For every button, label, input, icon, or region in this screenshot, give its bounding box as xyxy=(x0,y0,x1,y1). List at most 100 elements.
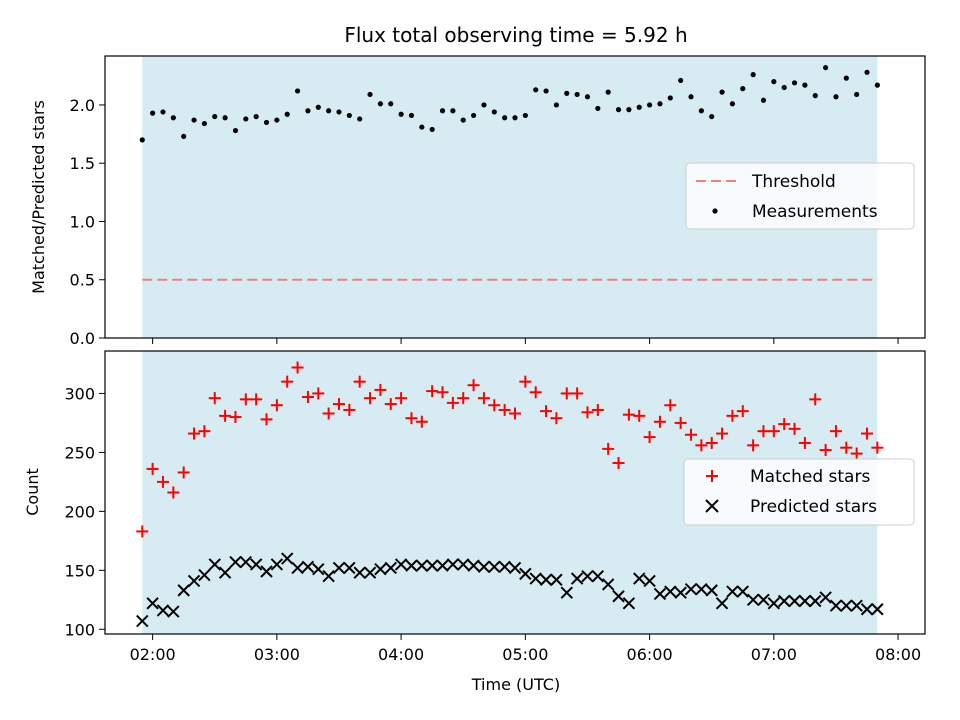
matched-stars-point xyxy=(591,403,604,416)
ratio-legend: Threshold Measurements xyxy=(685,162,915,230)
matched-stars-point xyxy=(384,398,397,411)
measurement-point xyxy=(222,115,228,121)
matched-stars-point xyxy=(415,415,428,428)
measurement-point xyxy=(419,124,425,130)
x-tick-label: 07:00 xyxy=(751,645,797,664)
counts-markers xyxy=(136,361,884,628)
predicted-stars-point xyxy=(384,561,397,575)
measurement-point xyxy=(729,101,736,107)
measurement-point xyxy=(812,93,818,99)
measurement-point xyxy=(760,97,767,103)
legend-measurements-swatch xyxy=(712,208,718,214)
predicted-stars-point xyxy=(136,614,149,628)
measurement-point xyxy=(481,102,487,108)
matched-stars-point xyxy=(653,415,666,428)
measurement-point xyxy=(408,112,415,119)
matched-stars-point xyxy=(395,392,408,405)
matched-stars-point xyxy=(250,393,263,406)
measurement-point xyxy=(698,108,704,114)
matched-stars-point xyxy=(778,418,791,431)
matched-stars-point xyxy=(167,486,180,499)
matched-stars-point xyxy=(529,386,542,399)
matched-stars-point xyxy=(146,462,159,475)
measurement-point xyxy=(626,107,632,113)
predicted-stars-point xyxy=(312,562,325,576)
predicted-stars-point xyxy=(736,585,749,598)
matched-stars-point xyxy=(819,444,832,457)
measurement-point xyxy=(284,111,290,117)
measurement-point xyxy=(191,117,197,123)
predicted-stars-point xyxy=(684,582,698,596)
counts-legend-box xyxy=(683,458,915,526)
predicted-stars-point xyxy=(757,593,770,607)
ratio-markers xyxy=(139,65,880,143)
matched-stars-point xyxy=(136,525,149,538)
predicted-stars-point xyxy=(332,561,346,575)
predicted-stars-point xyxy=(167,605,180,618)
predicted-stars-point xyxy=(819,591,832,604)
predicted-stars-point xyxy=(239,555,253,569)
measurement-point xyxy=(263,119,270,126)
predicted-stars-point xyxy=(664,585,677,598)
measurement-point xyxy=(864,69,870,75)
predicted-stars-point xyxy=(291,561,304,575)
measurement-point xyxy=(439,108,446,114)
counts-legend: Matched stars Predicted stars xyxy=(683,458,915,526)
predicted-stars-point xyxy=(198,568,211,582)
matched-stars-point xyxy=(457,392,470,405)
measurement-point xyxy=(470,112,477,119)
predicted-stars-point xyxy=(343,561,356,575)
matched-stars-point xyxy=(270,399,283,412)
y-tick-label: 250 xyxy=(64,443,95,462)
measurement-point xyxy=(874,82,880,88)
measurement-point xyxy=(791,80,798,86)
matched-stars-point xyxy=(757,425,770,438)
legend-threshold-label: Threshold xyxy=(751,172,836,192)
measurement-point xyxy=(450,108,456,114)
predicted-stars-point xyxy=(674,586,687,599)
predicted-stars-point xyxy=(270,558,284,571)
matched-stars-point xyxy=(736,405,749,418)
matched-stars-point xyxy=(861,427,874,440)
predicted-stars-point xyxy=(840,599,853,612)
predicted-stars-point xyxy=(508,561,522,575)
y-tick-label: 0.0 xyxy=(70,329,95,348)
matched-stars-point xyxy=(695,439,708,452)
measurement-point xyxy=(294,88,301,94)
measurement-point xyxy=(460,117,466,123)
predicted-stars-point xyxy=(705,584,718,597)
measurement-point xyxy=(709,113,715,120)
measurement-point xyxy=(398,111,404,117)
measurement-point xyxy=(139,137,145,143)
predicted-stars-point xyxy=(871,603,884,616)
measurement-point xyxy=(802,82,808,88)
measurement-point xyxy=(253,113,259,120)
matched-stars-point xyxy=(612,457,625,470)
measurement-point xyxy=(243,116,249,122)
matched-stars-point xyxy=(571,387,584,400)
predicted-stars-point xyxy=(405,559,418,572)
predicted-stars-point xyxy=(746,593,760,607)
measurement-point xyxy=(367,91,373,98)
measurement-point xyxy=(150,110,156,116)
measurement-point xyxy=(491,109,497,115)
measurement-point xyxy=(429,126,435,133)
measurement-point xyxy=(336,109,342,115)
predicted-stars-point xyxy=(208,558,221,571)
matched-stars-point xyxy=(509,407,521,420)
predicted-stars-point xyxy=(767,597,781,610)
measurement-point xyxy=(719,89,725,95)
measurement-point xyxy=(181,133,187,140)
x-axis-label: Time (UTC) xyxy=(471,675,560,694)
counts-y-axis: 100 150 200 250 300 xyxy=(64,384,105,639)
predicted-stars-point xyxy=(229,555,242,569)
matched-stars-point xyxy=(633,409,646,422)
predicted-stars-point xyxy=(612,590,625,603)
matched-stars-point xyxy=(219,409,232,422)
legend-predicted-label: Predicted stars xyxy=(750,497,877,517)
measurement-point xyxy=(232,127,239,134)
measurement-point xyxy=(170,115,176,121)
predicted-stars-point xyxy=(643,574,656,588)
predicted-stars-point xyxy=(695,582,708,596)
predicted-stars-point xyxy=(591,570,605,583)
